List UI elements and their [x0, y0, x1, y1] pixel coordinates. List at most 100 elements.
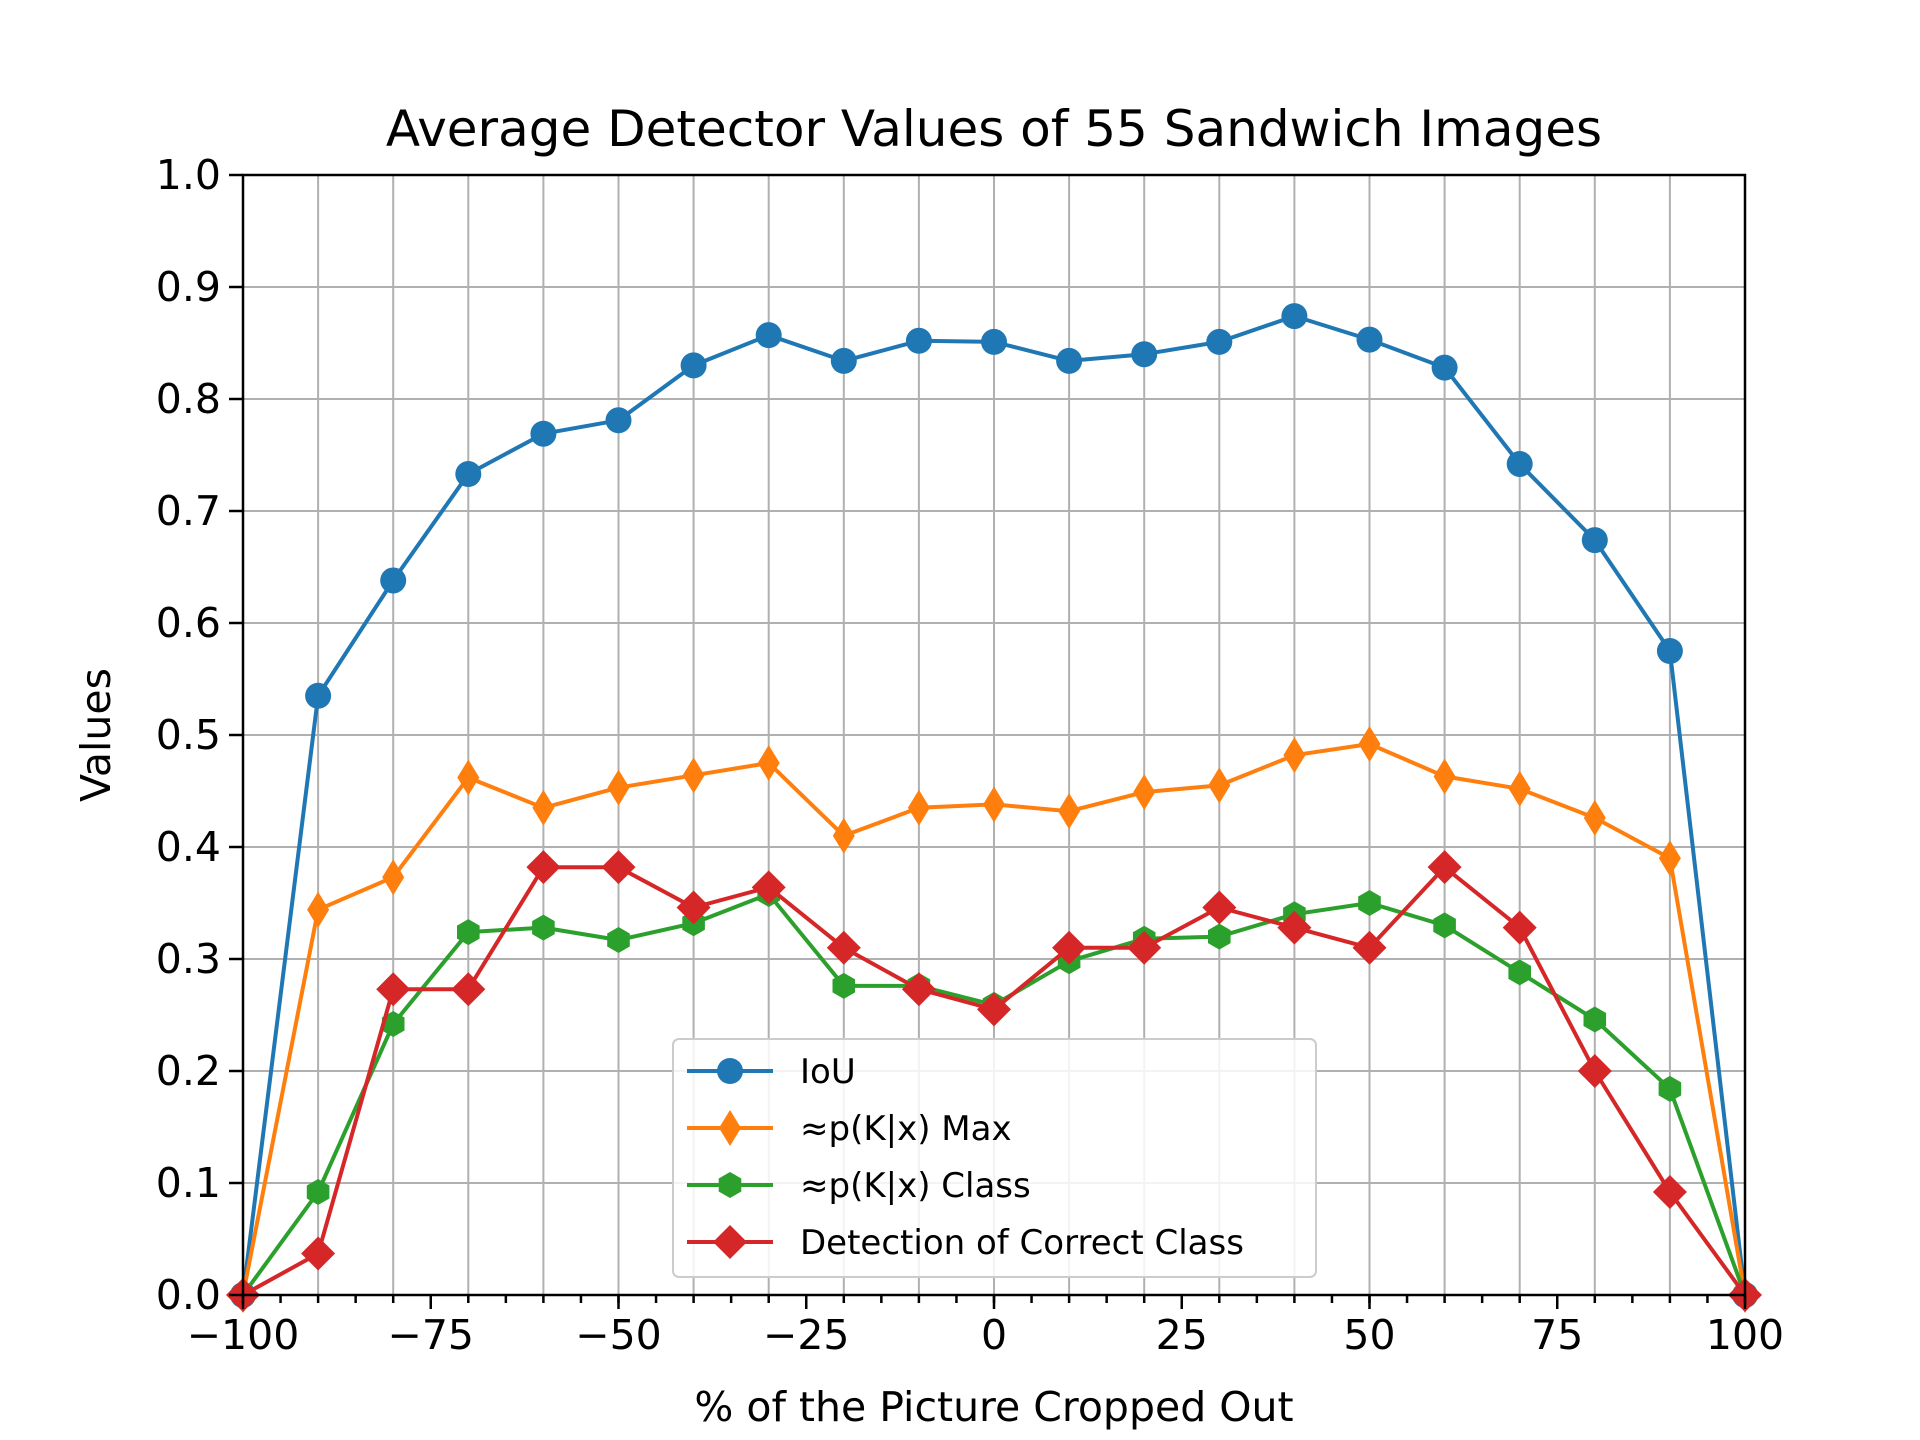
- legend-label: Detection of Correct Class: [800, 1223, 1244, 1263]
- data-point: [307, 891, 330, 928]
- data-point: [1506, 450, 1533, 477]
- data-point: [382, 859, 405, 896]
- data-point: [1433, 758, 1456, 795]
- data-point: [1056, 347, 1083, 374]
- data-point: [826, 930, 861, 965]
- series-1: [232, 725, 1756, 1313]
- data-point: [680, 352, 707, 379]
- data-point: [1583, 799, 1606, 836]
- data-point: [457, 919, 480, 946]
- data-point: [832, 817, 855, 854]
- series-layer: [226, 303, 1762, 1313]
- series-0: [230, 303, 1758, 1308]
- data-point: [376, 972, 411, 1007]
- x-tick-label: 0: [981, 1311, 1007, 1359]
- legend-box: [672, 1038, 1317, 1278]
- legend-marker: [713, 1225, 747, 1259]
- data-point: [1358, 890, 1381, 916]
- data-point: [1583, 1006, 1607, 1033]
- y-tick-label: 0.7: [156, 487, 221, 535]
- data-point: [1431, 354, 1458, 381]
- legend-entry: IoU: [687, 1052, 856, 1092]
- data-point: [1356, 326, 1383, 353]
- x-tick-label: −75: [387, 1311, 474, 1359]
- data-point: [1352, 930, 1387, 965]
- data-point: [1358, 725, 1381, 762]
- data-point: [751, 870, 786, 905]
- data-point: [1133, 774, 1156, 811]
- data-point: [301, 1236, 336, 1271]
- data-point: [526, 850, 561, 885]
- data-point: [1508, 770, 1531, 807]
- legend-marker: [717, 1058, 743, 1084]
- data-point: [981, 328, 1007, 355]
- data-point: [676, 890, 711, 925]
- data-point: [457, 759, 480, 796]
- chart-title: Average Detector Values of 55 Sandwich I…: [386, 100, 1602, 158]
- data-point: [607, 769, 630, 806]
- y-tick-label: 0.3: [156, 935, 221, 983]
- y-tick-label: 0.6: [156, 599, 221, 647]
- x-tick-label: −25: [763, 1311, 850, 1359]
- data-point: [1202, 890, 1237, 925]
- data-point: [451, 972, 486, 1007]
- data-point: [832, 972, 856, 999]
- y-tick-label: 0.9: [156, 263, 221, 311]
- legend-entry: ≈p(K|x) Max: [687, 1109, 1012, 1149]
- legend-marker: [719, 1110, 741, 1146]
- data-point: [1502, 910, 1537, 945]
- data-point: [530, 420, 557, 447]
- legend-marker: [718, 1172, 742, 1198]
- data-point: [1656, 638, 1683, 664]
- axis-ticks: −100 −75 −50 −25 0 25 50 75 100 0.0 0.1 0.2 0.3 0.4 0.…: [156, 151, 1784, 1359]
- data-point: [380, 567, 407, 594]
- y-tick-label: 0.2: [156, 1047, 221, 1095]
- data-point: [1658, 840, 1681, 877]
- data-point: [306, 1179, 330, 1205]
- y-tick-label: 0.8: [156, 375, 221, 423]
- data-point: [977, 992, 1011, 1027]
- series-3: [226, 850, 1762, 1312]
- legend-entry: ≈p(K|x) Class: [687, 1166, 1031, 1206]
- data-point: [830, 347, 857, 374]
- data-point: [381, 1011, 405, 1037]
- data-point: [1052, 930, 1087, 965]
- data-point: [901, 972, 936, 1007]
- legend-label: ≈p(K|x) Max: [800, 1109, 1012, 1149]
- data-point: [983, 786, 1005, 823]
- data-point: [1577, 1054, 1612, 1088]
- data-point: [601, 850, 636, 885]
- x-tick-label: 100: [1706, 1311, 1784, 1359]
- y-tick-label: 0.0: [156, 1271, 221, 1319]
- data-point: [605, 407, 632, 434]
- data-point: [1433, 912, 1456, 939]
- data-point: [1652, 1174, 1687, 1209]
- data-point: [1127, 930, 1162, 965]
- y-tick-label: 0.5: [156, 711, 221, 759]
- data-point: [607, 927, 630, 953]
- data-point: [907, 789, 930, 826]
- legend-entry: Detection of Correct Class: [687, 1223, 1244, 1263]
- data-point: [757, 745, 780, 781]
- legend-label: IoU: [800, 1052, 856, 1092]
- data-point: [532, 914, 555, 941]
- data-point: [905, 327, 932, 354]
- data-point: [1206, 328, 1233, 355]
- x-tick-label: 25: [1156, 1311, 1208, 1359]
- y-tick-label: 0.1: [156, 1159, 221, 1207]
- legend: IoU ≈p(K|x) Max ≈p(K|x) Class Detection of …: [672, 1038, 1317, 1278]
- y-tick-label: 1.0: [156, 151, 221, 199]
- data-point: [455, 461, 482, 488]
- data-point: [1283, 737, 1306, 774]
- data-point: [1508, 959, 1531, 986]
- x-tick-label: 75: [1531, 1311, 1583, 1359]
- x-tick-label: −100: [187, 1311, 300, 1359]
- data-point: [1581, 527, 1608, 554]
- legend-label: ≈p(K|x) Class: [800, 1166, 1031, 1206]
- y-tick-label: 0.4: [156, 823, 221, 871]
- data-point: [755, 322, 782, 349]
- data-point: [1131, 341, 1158, 368]
- data-point: [682, 757, 705, 794]
